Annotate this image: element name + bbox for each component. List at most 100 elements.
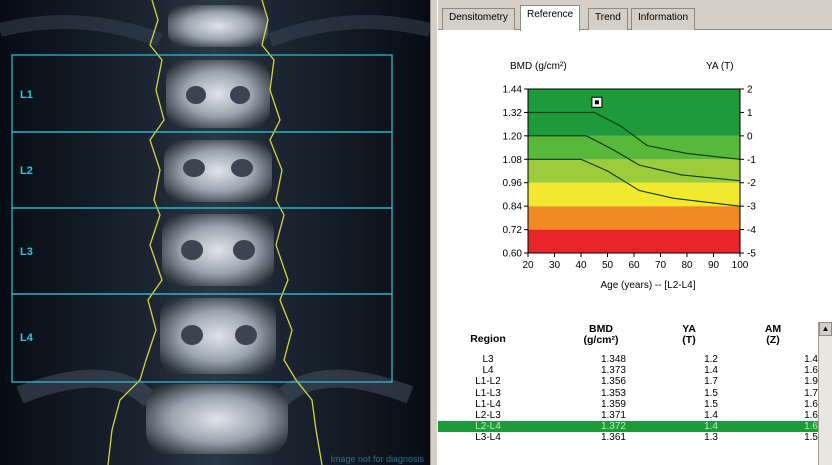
spine-scan-image: L1 L2 L3 L4 Image not for diagnosis <box>0 0 430 465</box>
cell-region: L2-L3 <box>475 410 501 421</box>
spine-scan-graphic <box>0 0 430 465</box>
cell-region: L3-L4 <box>475 432 501 444</box>
cell-region: L1-L4 <box>475 398 501 410</box>
y-right-tick-label: 1 <box>747 108 753 119</box>
cell-am: 1.6 <box>804 421 818 433</box>
y-right-tick-label: -4 <box>747 225 756 236</box>
cell-bmd: 1.348 <box>600 354 626 365</box>
y-right-tick-label: 2 <box>747 85 753 96</box>
region-label-l3: L3 <box>20 246 33 258</box>
y-left-tick-label: 1.08 <box>503 155 523 166</box>
cell-ya: 1.4 <box>704 365 718 377</box>
cell-bmd: 1.356 <box>600 376 626 388</box>
cell-region: L1-L3 <box>475 387 501 399</box>
zone-band-3 <box>528 159 740 183</box>
col-header-ya-line1: YA <box>682 323 696 335</box>
col-header-am-line2: (Z) <box>766 334 780 346</box>
x-tick-label: 60 <box>628 260 640 271</box>
x-tick-label: 50 <box>602 260 614 271</box>
region-label-l4: L4 <box>20 332 33 344</box>
col-header-am[interactable]: AM (Z) <box>738 324 808 346</box>
tab-reference[interactable]: Reference <box>520 5 581 31</box>
col-header-bmd[interactable]: BMD (g/cm²) <box>556 324 646 346</box>
y-right-tick-label: -5 <box>747 249 756 260</box>
y-left-tick-label: 0.72 <box>503 225 523 236</box>
roi-box-l4[interactable] <box>11 293 393 383</box>
cell-am: 1.9 <box>804 376 818 388</box>
cell-ya: 1.4 <box>704 410 718 421</box>
col-header-ya[interactable]: YA (T) <box>654 324 724 346</box>
reference-chart: 1.44 2 1.32 1 1.20 0 1.08 -1 0.96 -2 0.84 -3 0.72 -4 0… <box>438 31 832 311</box>
cell-region: L3 <box>482 354 494 365</box>
results-panel: Densitometry Reference Trend Information… <box>438 0 832 465</box>
col-header-region[interactable]: Region <box>470 333 506 345</box>
cell-ya: 1.5 <box>704 398 718 410</box>
region-label-l1: L1 <box>20 89 33 101</box>
y-right-tick-label: -3 <box>747 202 756 213</box>
y-left-tick-label: 0.84 <box>503 202 523 213</box>
col-header-bmd-line2: (g/cm²) <box>583 334 619 346</box>
reference-chart-svg: 1.44 2 1.32 1 1.20 0 1.08 -1 0.96 -2 0.84 -3 0.72 -4 0… <box>503 61 757 291</box>
x-axis-label: Age (years) -- [L2-L4] <box>600 280 695 291</box>
table-scrollbar[interactable]: ▲ <box>818 322 832 465</box>
tab-densitometry[interactable]: Densitometry <box>442 8 515 30</box>
y-left-tick-label: 1.32 <box>503 108 523 119</box>
cell-ya: 1.2 <box>704 354 718 365</box>
tab-information[interactable]: Information <box>631 8 696 30</box>
x-tick-label: 20 <box>522 260 534 271</box>
zone-band-0 <box>528 229 740 253</box>
cell-am: 1.7 <box>804 387 818 399</box>
table-row[interactable]: L1-L3 1.353 1.5 1.7 <box>438 388 818 399</box>
patient-data-point-center <box>594 100 599 105</box>
y-left-tick-label: 1.44 <box>503 85 523 96</box>
region-label-l2: L2 <box>20 165 33 177</box>
cell-ya: 1.5 <box>704 387 718 399</box>
cell-am: 1.5 <box>804 432 818 444</box>
results-table: Region BMD (g/cm²) YA (T) AM (Z) L3 1.348… <box>438 318 832 465</box>
table-row[interactable]: L4 1.373 1.4 1.6 <box>438 365 818 376</box>
cell-bmd: 1.372 <box>600 421 626 433</box>
bone-edge-left <box>107 0 165 465</box>
cell-bmd: 1.353 <box>600 387 626 399</box>
y-right-tick-label: 0 <box>747 131 753 142</box>
cell-bmd: 1.359 <box>600 398 626 410</box>
vertebrae-group <box>146 5 288 454</box>
cell-bmd: 1.361 <box>600 432 626 444</box>
cell-region: L1-L2 <box>475 376 501 388</box>
scroll-up-arrow-icon[interactable]: ▲ <box>819 322 832 336</box>
table-row[interactable]: L1-L4 1.359 1.5 1.6 <box>438 399 818 410</box>
cell-ya: 1.4 <box>704 421 718 433</box>
table-row[interactable]: L2-L3 1.371 1.4 1.6 <box>438 410 818 421</box>
y-right-tick-label: -1 <box>747 155 756 166</box>
cell-am: 1.6 <box>804 410 818 421</box>
table-row[interactable]: L1-L2 1.356 1.7 1.9 <box>438 376 818 387</box>
x-tick-label: 90 <box>708 260 720 271</box>
cell-region: L4 <box>482 365 494 377</box>
x-tick-label: 100 <box>732 260 749 271</box>
cell-region: L2-L4 <box>475 421 501 433</box>
panel-splitter[interactable] <box>430 0 438 465</box>
table-row[interactable]: L3-L4 1.361 1.3 1.5 <box>438 432 818 443</box>
y-right-axis-label: YA (T) <box>706 61 734 72</box>
cell-am: 1.6 <box>804 365 818 377</box>
y-right-tick-label: -2 <box>747 178 756 189</box>
cell-am: 1.4 <box>804 354 818 365</box>
col-header-am-line1: AM <box>764 323 782 335</box>
col-header-ya-line2: (T) <box>682 334 696 346</box>
scan-footer-note: Image not for diagnosis <box>330 454 424 464</box>
cell-ya: 1.3 <box>704 432 718 444</box>
x-tick-label: 70 <box>655 260 667 271</box>
cell-am: 1.6 <box>804 398 818 410</box>
x-tick-label: 80 <box>681 260 693 271</box>
y-left-axis-label: BMD (g/cm²) <box>510 61 567 72</box>
reference-curve-2 <box>528 158 741 207</box>
reference-curve-1 <box>528 135 741 182</box>
reference-curve-0 <box>528 111 741 160</box>
cell-ya: 1.7 <box>704 376 718 388</box>
tab-trend[interactable]: Trend <box>588 8 628 30</box>
table-row[interactable]: L2-L4 1.372 1.4 1.6 <box>438 421 818 433</box>
x-tick-label: 30 <box>549 260 561 271</box>
table-row[interactable]: L3 1.348 1.2 1.4 <box>438 354 818 365</box>
cell-bmd: 1.371 <box>600 410 626 421</box>
col-header-bmd-line1: BMD <box>589 323 613 335</box>
